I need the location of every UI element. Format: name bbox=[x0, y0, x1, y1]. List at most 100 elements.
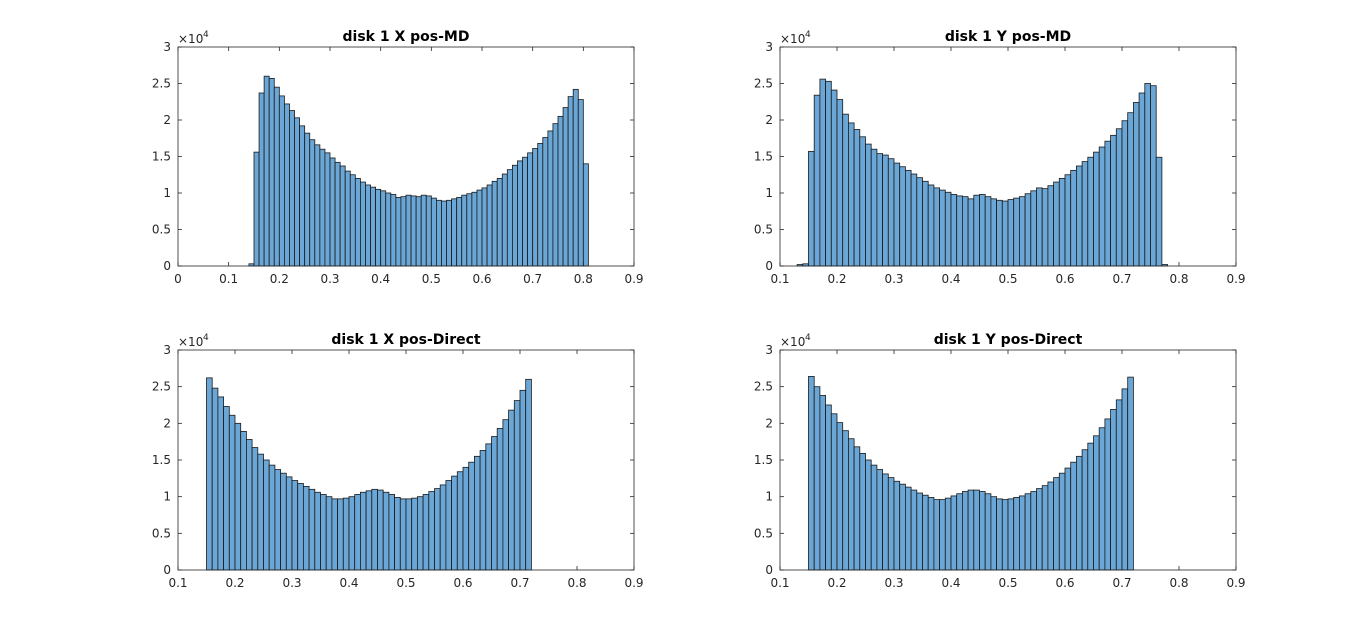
histogram-bar bbox=[309, 139, 316, 267]
histogram-bar bbox=[491, 180, 498, 267]
histogram-bar bbox=[882, 473, 889, 571]
histogram-bar bbox=[314, 144, 321, 267]
chart-panel-1: 0 0.1 0.2 0.3 0.4 0.5 0.6 0.7 0.8 0.9 0 0.5 1 1.5 2 2.5… bbox=[152, 29, 644, 286]
y-tick-label: 0 bbox=[163, 259, 171, 273]
histogram-bar bbox=[1064, 174, 1072, 267]
histogram-bar bbox=[395, 196, 402, 267]
histogram-bar bbox=[1024, 193, 1032, 267]
x-tick-label: 0.6 bbox=[1055, 272, 1074, 286]
histogram-bar bbox=[825, 404, 832, 571]
histogram-bar bbox=[435, 199, 442, 267]
histogram-bar bbox=[342, 497, 350, 571]
y-exponent-power: 4 bbox=[805, 30, 811, 40]
chart-panel-3: 0.1 0.2 0.3 0.4 0.5 0.6 0.7 0.8 0.9 0 0.5 1 1.5 2 2.5 3… bbox=[152, 332, 644, 590]
histogram-bar bbox=[1019, 196, 1026, 267]
histogram-bar bbox=[257, 453, 264, 571]
histogram-bar bbox=[916, 492, 923, 571]
histogram-bar bbox=[280, 472, 287, 571]
histogram-bar bbox=[1001, 200, 1009, 267]
histogram-bar bbox=[922, 494, 929, 571]
histogram-bar bbox=[1081, 161, 1089, 267]
histogram-bar bbox=[430, 197, 437, 267]
histogram-bar bbox=[297, 483, 304, 571]
histogram-bar bbox=[572, 88, 579, 267]
histogram-bar bbox=[876, 469, 884, 571]
histogram-bar bbox=[1138, 92, 1146, 267]
histogram-bar bbox=[853, 129, 861, 267]
histogram-bar bbox=[274, 469, 281, 571]
histogram-bar bbox=[251, 447, 259, 571]
histogram-bar bbox=[370, 186, 376, 267]
histogram-bar bbox=[263, 459, 270, 571]
histogram-bar bbox=[223, 406, 230, 571]
histogram-bar bbox=[320, 494, 327, 571]
histogram-bar bbox=[893, 480, 901, 571]
histogram-bar bbox=[1047, 185, 1055, 267]
histogram-bar bbox=[439, 484, 447, 571]
chart-title: disk 1 X pos-Direct bbox=[331, 332, 481, 348]
x-tick-label: 0.1 bbox=[168, 576, 187, 590]
y-tick-label: 3 bbox=[765, 343, 773, 357]
y-exponent-power: 4 bbox=[203, 30, 209, 40]
histogram-bar bbox=[819, 78, 827, 267]
histogram-bar bbox=[542, 137, 549, 267]
histogram-bar bbox=[990, 198, 998, 267]
histogram-bar bbox=[268, 77, 275, 267]
histogram-bar bbox=[354, 494, 361, 571]
histogram-bar bbox=[486, 184, 493, 267]
histogram-bar bbox=[253, 151, 260, 267]
histogram-bar bbox=[496, 177, 503, 267]
x-tick-label: 0.4 bbox=[941, 576, 960, 590]
histogram-bar bbox=[206, 377, 213, 571]
histogram-bar bbox=[1024, 493, 1032, 571]
histogram-bar bbox=[1110, 134, 1117, 267]
y-tick-label: 2 bbox=[765, 416, 773, 430]
histogram-bar bbox=[899, 483, 906, 571]
histogram-bar bbox=[859, 452, 866, 571]
y-tick-label: 1 bbox=[765, 186, 773, 200]
histogram-bar bbox=[532, 148, 539, 267]
histogram-bar bbox=[375, 188, 382, 267]
x-tick-label: 0.6 bbox=[472, 272, 491, 286]
histogram-bar bbox=[359, 491, 367, 571]
histogram-bar bbox=[268, 464, 276, 571]
histogram-bar bbox=[390, 194, 397, 267]
histogram-bar bbox=[502, 419, 509, 571]
x-tick-label: 0.8 bbox=[574, 272, 593, 286]
histogram-bar bbox=[382, 491, 390, 571]
x-tick-label: 0.7 bbox=[1112, 272, 1131, 286]
x-tick-label: 0.9 bbox=[624, 576, 643, 590]
histogram-bar bbox=[813, 386, 821, 571]
y-tick-label: 0 bbox=[163, 563, 171, 577]
histogram-bar bbox=[441, 200, 447, 267]
histogram-bar bbox=[547, 130, 554, 267]
x-tick-label: 0.8 bbox=[567, 576, 586, 590]
histogram-bar bbox=[273, 86, 280, 267]
histogram-bar bbox=[445, 480, 452, 571]
histogram-bar bbox=[967, 198, 975, 267]
x-tick-label: 0.6 bbox=[1055, 576, 1074, 590]
y-tick-label: 0.5 bbox=[754, 223, 773, 237]
chart-panel-4: 0.1 0.2 0.3 0.4 0.5 0.6 0.7 0.8 0.9 0 0.5 1 1.5 2 2.5 3… bbox=[754, 332, 1246, 590]
histogram-bar bbox=[887, 477, 895, 571]
histogram-bar bbox=[228, 414, 236, 571]
histogram-bar bbox=[944, 191, 952, 267]
histogram-bar bbox=[479, 450, 487, 571]
y-tick-label: 3 bbox=[163, 343, 171, 357]
y-tick-label: 2.5 bbox=[754, 77, 773, 91]
histogram-bar bbox=[354, 177, 361, 267]
histogram-bar bbox=[380, 190, 387, 267]
histogram-bar bbox=[1127, 112, 1134, 267]
x-tick-label: 0.8 bbox=[1169, 576, 1188, 590]
y-exponent-label: ×10 bbox=[178, 335, 203, 349]
x-tick-label: 0.7 bbox=[510, 576, 529, 590]
y-tick-label: 1.5 bbox=[152, 150, 171, 164]
histogram-bar bbox=[1076, 165, 1083, 267]
histogram-bar bbox=[491, 436, 498, 571]
histogram-bar bbox=[899, 166, 906, 267]
histogram-bar bbox=[405, 194, 412, 267]
histogram-bar bbox=[527, 152, 534, 267]
histogram-bar bbox=[567, 96, 574, 267]
x-tick-label: 0.5 bbox=[396, 576, 415, 590]
